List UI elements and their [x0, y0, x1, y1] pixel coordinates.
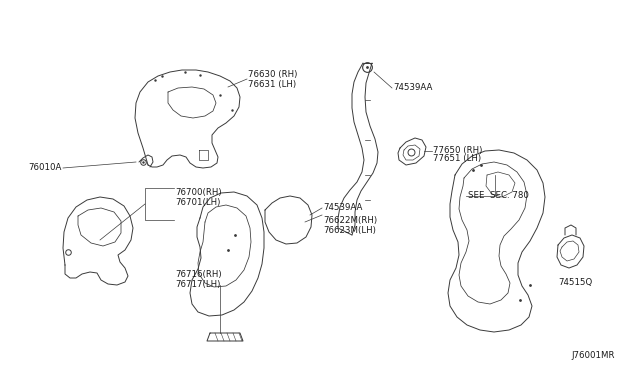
Text: SEE  SEC. 780: SEE SEC. 780 — [468, 192, 529, 201]
Text: 76010A: 76010A — [29, 164, 62, 173]
Text: 76630 (RH): 76630 (RH) — [248, 71, 298, 80]
Text: J76001MR: J76001MR — [572, 350, 615, 359]
Text: 74539AA: 74539AA — [323, 203, 362, 212]
Text: 77651 (LH): 77651 (LH) — [433, 154, 481, 164]
Text: 76622M(RH): 76622M(RH) — [323, 215, 377, 224]
Text: 76631 (LH): 76631 (LH) — [248, 80, 296, 89]
Text: 76623M(LH): 76623M(LH) — [323, 225, 376, 234]
Text: 76700(RH): 76700(RH) — [175, 187, 221, 196]
Text: 76716(RH): 76716(RH) — [175, 270, 221, 279]
Text: 74539AA: 74539AA — [393, 83, 433, 93]
Text: 76717(LH): 76717(LH) — [175, 280, 220, 289]
Text: 76701(LH): 76701(LH) — [175, 198, 220, 206]
Text: 74515Q: 74515Q — [558, 278, 592, 286]
Text: 77650 (RH): 77650 (RH) — [433, 145, 483, 154]
